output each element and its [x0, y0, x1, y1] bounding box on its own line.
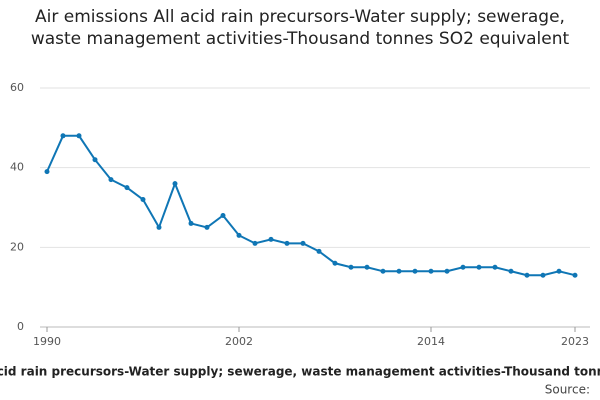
y-tick-label: 20 [10, 240, 24, 253]
point [572, 272, 578, 278]
point [380, 268, 386, 274]
point [396, 268, 402, 274]
x-tick-label: 1990 [33, 335, 61, 348]
point [460, 264, 466, 270]
point [412, 268, 418, 274]
point [444, 268, 450, 274]
point [364, 264, 370, 270]
point [332, 260, 338, 266]
point [140, 197, 146, 203]
point [540, 272, 546, 278]
point [492, 264, 498, 270]
x-tick-label: 2023 [561, 335, 589, 348]
point [556, 268, 562, 274]
x-tick-label: 2002 [225, 335, 253, 348]
point [124, 185, 130, 191]
point [156, 224, 162, 230]
y-tick-label: 0 [17, 320, 24, 333]
point [300, 240, 306, 246]
point [76, 133, 82, 139]
y-tick-label: 60 [10, 81, 24, 94]
point [220, 212, 226, 218]
point [108, 177, 114, 183]
point [172, 181, 178, 187]
x-axis-label: Air emissions All acid rain precursors-W… [0, 365, 600, 379]
point [316, 248, 322, 254]
x-tick-label: 2014 [417, 335, 445, 348]
y-tick-label: 40 [10, 161, 24, 174]
point [428, 268, 434, 274]
point [60, 133, 66, 139]
point [92, 157, 98, 163]
point [348, 264, 354, 270]
point [188, 220, 194, 226]
point [524, 272, 530, 278]
point [236, 232, 242, 238]
source: Source: [545, 383, 590, 397]
point [252, 240, 258, 246]
point [268, 236, 274, 242]
point [204, 224, 210, 230]
series-line [46, 134, 576, 277]
chart-title: Air emissions All acid rain precursors-W… [30, 7, 570, 49]
point [508, 268, 514, 274]
point [476, 264, 482, 270]
point [44, 169, 50, 175]
point [284, 240, 290, 246]
